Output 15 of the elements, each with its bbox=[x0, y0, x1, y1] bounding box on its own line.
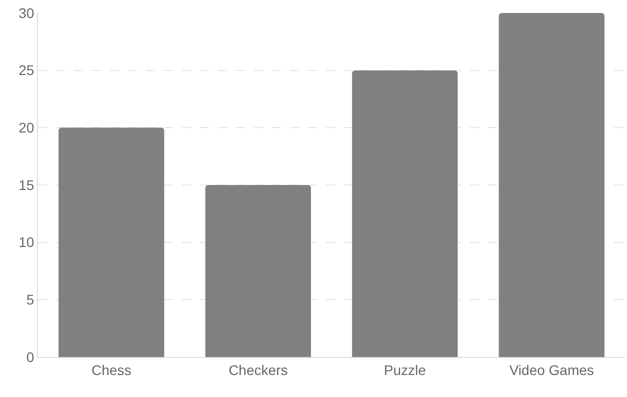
x-tick-label: Video Games bbox=[509, 362, 594, 378]
x-tick-label: Chess bbox=[92, 362, 132, 378]
bar bbox=[498, 13, 604, 357]
x-tick-label: Puzzle bbox=[384, 362, 426, 378]
bar bbox=[205, 185, 311, 357]
y-tick-label: 10 bbox=[18, 234, 34, 250]
x-tick-label: Checkers bbox=[228, 362, 288, 378]
bar bbox=[352, 70, 458, 357]
y-tick-label: 15 bbox=[18, 176, 34, 193]
y-tick-label: 25 bbox=[18, 62, 34, 78]
y-tick-label: 5 bbox=[26, 292, 34, 308]
y-tick-label: 30 bbox=[18, 4, 34, 21]
y-tick-label: 0 bbox=[26, 348, 34, 365]
bar bbox=[58, 128, 164, 357]
y-tick-label: 20 bbox=[18, 120, 34, 136]
